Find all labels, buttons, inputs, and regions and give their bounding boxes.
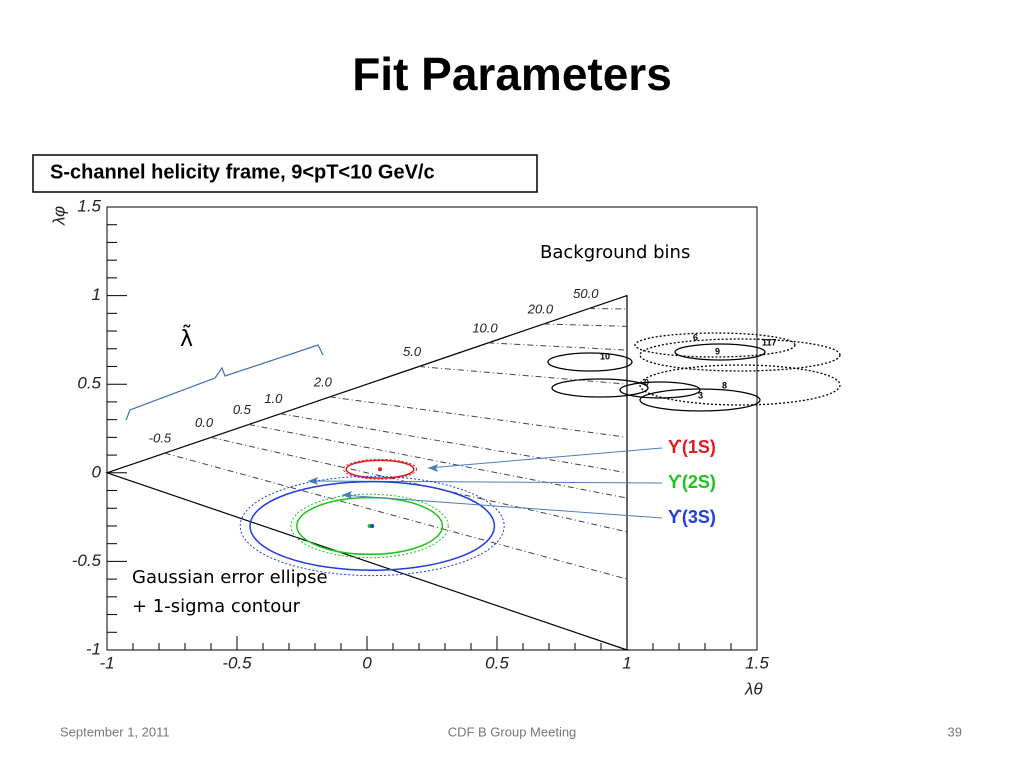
contour-label: 5.0: [403, 344, 422, 359]
bin-label: 6: [693, 332, 698, 342]
bin-label: 0: [644, 377, 649, 387]
center-point: [378, 467, 382, 472]
background-bins: [547, 332, 841, 412]
bin-label: 8: [722, 380, 727, 390]
x-tick-label: 1: [622, 653, 631, 672]
x-tick-label: 0.5: [485, 653, 509, 672]
background-label: Background bins: [540, 242, 690, 263]
arrow-head: [428, 464, 438, 472]
center-point: [370, 523, 375, 528]
contour-line: [488, 342, 628, 351]
y-axis-label: λφ: [49, 206, 68, 226]
chart-title: S-channel helicity frame, 9<pT<10 GeV/c: [50, 161, 435, 183]
y-tick-label: 0: [92, 462, 102, 481]
error-note: + 1-sigma contour: [132, 596, 301, 617]
footer-page: 39: [948, 724, 962, 739]
footer-event: CDF B Group Meeting: [448, 724, 577, 739]
arrow-head: [342, 491, 352, 499]
y-tick-label: -1: [86, 639, 101, 658]
y-tick-label: -0.5: [72, 551, 102, 570]
arrow: [427, 447, 663, 469]
bracket: [125, 344, 324, 421]
bin-label: 9: [715, 346, 720, 356]
x-tick-label: 0: [362, 653, 372, 672]
footer-date: September 1, 2011: [60, 724, 170, 739]
error-ellipse: [345, 459, 415, 479]
y-tick-label: 1.5: [77, 196, 101, 215]
x-axis-label: λθ: [744, 679, 763, 698]
x-tick-label: -0.5: [222, 653, 252, 672]
contour-label: 0.5: [233, 402, 252, 417]
legend-label: ϒ(2S): [668, 472, 716, 492]
bin-label: 3: [698, 390, 703, 400]
legend-label: ϒ(1S): [668, 437, 716, 457]
arrow-head: [308, 477, 318, 485]
contour-outer: [239, 475, 505, 577]
arrow: [341, 494, 663, 519]
contour-line: [248, 423, 628, 499]
contour-line: [164, 452, 628, 580]
contour-label: 50.0: [573, 286, 599, 301]
lambda-tilde-label: λ̃: [180, 324, 193, 352]
x-tick-label: -1: [99, 653, 114, 672]
error-ellipse: [296, 496, 444, 556]
contour-outer: [342, 458, 418, 480]
plot-frame: [106, 206, 758, 651]
chart-title-box: [32, 154, 538, 193]
bin-label: 10: [600, 351, 610, 361]
error-ellipse: [249, 480, 496, 572]
x-tick-label: 1.5: [745, 653, 769, 672]
contour-line: [543, 323, 628, 327]
contour-label: 2.0: [313, 374, 333, 389]
legend-label: ϒ(3S): [668, 507, 716, 527]
y-tick-label: 1: [92, 285, 101, 304]
error-note: Gaussian error ellipse: [132, 567, 328, 588]
y-tick-label: 0.5: [77, 374, 101, 393]
contour-label: 20.0: [527, 301, 554, 316]
contour-label: 1.0: [264, 391, 283, 406]
contour-label: 0.0: [195, 415, 214, 430]
contour-line: [418, 365, 628, 385]
contour-line: [329, 396, 628, 438]
contour-label: -0.5: [149, 431, 172, 446]
contour-outer: [290, 493, 449, 559]
slide-title: Fit Parameters: [352, 48, 672, 100]
bin-label: 117: [762, 337, 777, 347]
contour-label: 10.0: [472, 320, 498, 335]
